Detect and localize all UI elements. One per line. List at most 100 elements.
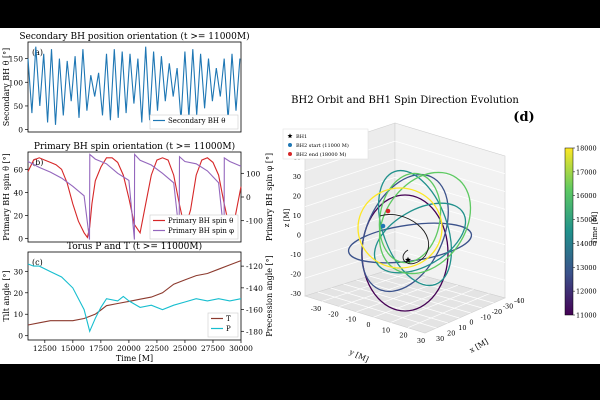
figure-svg: Secondary BH position orientation (t >= …: [2, 31, 599, 364]
panel-b-ytick-label: 20: [13, 211, 23, 220]
panel-c-title: Torus P and T (t >= 11000M): [67, 241, 202, 252]
panel-d-3d: BH2 Orbit and BH1 Spin Direction Evoluti…: [282, 95, 599, 364]
panel-d-ztick-label: -30: [291, 290, 301, 298]
panel-c-y2tick-label: -140: [246, 284, 263, 293]
panel-d-orbit-path: [377, 169, 453, 287]
panel-c-label: (c): [32, 258, 43, 267]
panel-b-y2label: Primary BH spin φ [°]: [265, 153, 274, 241]
panel-c-xtick-label: 12500: [33, 344, 57, 353]
panel-d-xtick-label: -20: [492, 308, 502, 316]
panel-d-ytick-label: -30: [311, 305, 321, 313]
panel-d-orbit-path: [361, 173, 449, 293]
panel-a-ytick-label: 50: [13, 102, 23, 111]
panel-d-colorbar-tick-label: 13000: [576, 264, 597, 272]
panel-d-ytick-label: -10: [346, 316, 356, 324]
panel-a-legend-box: [149, 114, 239, 130]
panel-d-colorbar-label: Time [M]: [591, 211, 599, 244]
panel-d-colorbar-tick-label: 16000: [576, 192, 597, 200]
panel-a-ylabel: Secondary BH θ [°]: [2, 48, 11, 126]
panel-c-legend-label: P: [226, 325, 231, 333]
panel-d-grid-line: [407, 293, 490, 329]
figure-canvas: Secondary BH position orientation (t >= …: [0, 28, 600, 364]
panel-d-colorbar-tick-label: 17000: [576, 168, 597, 176]
panel-c-legend-label: T: [226, 315, 231, 323]
panel-d-colorbar-tick-label: 15000: [576, 216, 597, 224]
panel-d-ytick-label: 20: [399, 332, 407, 340]
panel-d-colorbar-tick-label: 14000: [576, 240, 597, 248]
panel-d-grid-line: [343, 283, 460, 319]
panel-d-label: (d): [513, 110, 534, 125]
panel-b-y2tick-label: 0: [246, 193, 251, 202]
panel-d-grid-line: [390, 289, 474, 323]
panel-d-legend-label: BH1: [296, 134, 307, 140]
panel-d-ytick-label: 0: [366, 321, 370, 329]
panel-d-xtick-label: -10: [481, 313, 491, 321]
panel-d-legend-box: [282, 128, 369, 160]
panel-d-grid-line: [394, 158, 506, 192]
panel-d-ylabel: y [M]: [347, 347, 370, 364]
panel-d-orbit-path: [378, 172, 442, 264]
panel-a-legend-label: Secondary BH θ: [168, 117, 225, 125]
panel-d-xtick-label: 0: [469, 319, 473, 327]
panel-d-xtick-label: -40: [514, 297, 524, 305]
panel-b-label: (b): [32, 158, 43, 167]
panel-c-legend-box: [207, 312, 239, 338]
panel-c-xtick-label: 15000: [61, 344, 85, 353]
panel-b-legend-label: Primary BH spin θ: [168, 217, 233, 225]
panel-b-ylabel: Primary BH spin θ [°]: [2, 153, 11, 241]
panel-c-y2tick-label: -160: [246, 306, 263, 315]
panel-a: Secondary BH position orientation (t >= …: [2, 31, 250, 135]
panel-d-grid-line: [394, 140, 506, 175]
panel-d-grid-line: [330, 287, 448, 324]
panel-d-xtick-label: 30: [436, 335, 444, 343]
panel-c-xtick-label: 30000: [229, 344, 253, 353]
panel-d-grid-line: [369, 275, 483, 309]
panel-d-grid-line: [373, 284, 458, 318]
panel-d-ytick-label: 30: [417, 337, 425, 345]
panel-a-title: Secondary BH position orientation (t >= …: [19, 31, 249, 42]
panel-c-y2label: Precession angle [°]: [265, 255, 274, 337]
panel-b-y2tick-label: 100: [246, 169, 261, 178]
panel-c-xtick-label: 20000: [117, 344, 141, 353]
panel-d-xtick-label: -30: [503, 302, 513, 310]
panel-d-colorbar-tick-label: 11000: [576, 312, 597, 320]
panel-b-title: Primary BH spin orientation (t >= 11000M…: [34, 141, 235, 152]
panel-d-ztick-label: 10: [293, 212, 301, 220]
panel-d-grid-line: [339, 276, 427, 307]
panel-d-grid-line: [394, 213, 506, 246]
panel-d-grid-line: [317, 291, 437, 329]
panel-c-xtick-label: 22500: [145, 344, 169, 353]
panel-d-grid-line: [356, 279, 471, 314]
panel-d-grid-line: [322, 271, 411, 302]
panel-d-title: BH2 Orbit and BH1 Spin Direction Evoluti…: [291, 95, 519, 106]
panel-c-series-line: [27, 263, 242, 333]
panel-d-orbit-path: [347, 222, 473, 264]
panel-b-series-line: [27, 153, 242, 240]
panel-c-y2tick-label: -120: [246, 262, 263, 271]
panel-a-ytick-label: 150: [9, 55, 24, 64]
panel-b-ytick-label: 60: [13, 165, 23, 174]
panel-c-ylabel: Tilt angle [°]: [2, 270, 11, 321]
panel-d-grid-line: [394, 231, 506, 263]
panel-d-grid-line: [304, 177, 396, 207]
panel-d-colorbar-tick-label: 18000: [576, 145, 597, 153]
panel-b-series-line: [27, 157, 242, 239]
panel-d-bh1-marker: [405, 256, 411, 263]
panel-d-xtick-label: 10: [458, 324, 466, 332]
panel-d-ztick-label: 30: [293, 173, 301, 181]
line-panels: Secondary BH position orientation (t >= …: [2, 31, 274, 363]
panel-b-ytick-label: 0: [18, 235, 23, 244]
panel-b-y2tick-label: -100: [246, 217, 263, 226]
panel-a-series-line: [27, 46, 241, 125]
panel-d-bh2-end-marker: [385, 208, 391, 214]
panel-d-xlabel: x [M]: [468, 337, 490, 355]
panel-d-bh2-start-marker: [380, 223, 386, 229]
panel-d-ytick-label: -20: [328, 310, 338, 318]
panel-d-ytick-label: 10: [382, 326, 390, 334]
panel-c: Torus P and T (t >= 11000M) (c) 0 10 20 30Til…: [2, 241, 274, 363]
panel-d-orbit-path: [357, 187, 443, 269]
panel-c-y2tick-label: -180: [246, 327, 263, 336]
panel-d-legend-label: BH2 start (11000 M): [296, 142, 349, 149]
panel-c-ytick-label: 30: [13, 267, 23, 276]
panel-d-grid-line: [304, 249, 396, 279]
